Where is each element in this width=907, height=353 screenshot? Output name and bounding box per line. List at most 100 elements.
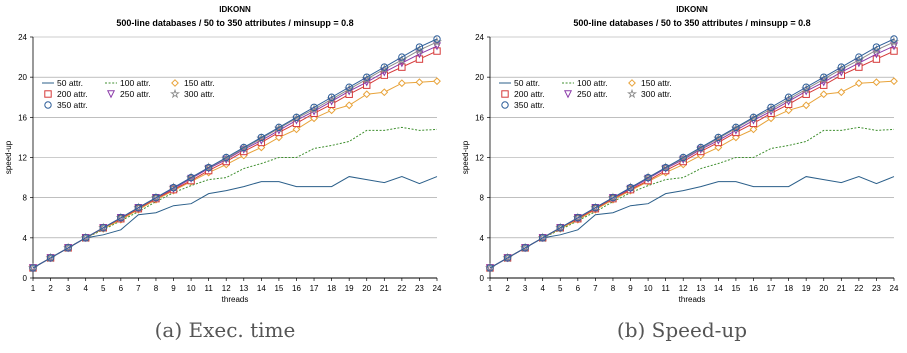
data-point	[628, 79, 636, 87]
chart-title: IDKONN	[219, 5, 251, 14]
data-point	[415, 55, 424, 63]
data-point	[171, 79, 179, 87]
x-tick-label: 7	[136, 284, 141, 293]
series-350-attr	[486, 35, 898, 272]
data-point	[240, 143, 248, 152]
y-tick-label: 20	[475, 73, 484, 82]
legend-item: 250 attr.	[106, 89, 151, 99]
data-point	[661, 163, 670, 172]
y-tick-label: 0	[23, 274, 28, 283]
legend-item: 300 attr.	[626, 88, 672, 99]
data-point	[872, 43, 881, 51]
x-tick-label: 21	[837, 284, 846, 293]
data-point	[169, 88, 181, 99]
x-tick-label: 18	[327, 284, 336, 293]
data-point	[432, 42, 442, 51]
data-point	[99, 224, 107, 232]
data-point	[327, 93, 336, 101]
data-point	[187, 173, 195, 182]
y-tick-label: 12	[475, 154, 484, 163]
data-point	[152, 193, 160, 202]
y-tick-label: 8	[480, 194, 485, 203]
y-tick-label: 4	[480, 234, 485, 243]
data-point	[784, 93, 793, 101]
data-point	[362, 90, 371, 99]
legend: 50 attr. 100 attr. 150 attr. 200 attr. 250 a…	[499, 78, 672, 110]
legend-label: 250 attr.	[120, 89, 151, 99]
legend-item: 100 attr.	[562, 78, 608, 88]
data-point	[697, 143, 705, 152]
x-tick-label: 2	[48, 284, 53, 293]
x-axis-label: threads	[222, 295, 249, 304]
data-point	[872, 78, 881, 87]
data-point	[380, 88, 389, 97]
x-tick-label: 9	[171, 284, 176, 293]
legend-item: 250 attr.	[563, 89, 608, 99]
data-point	[872, 50, 881, 59]
x-tick-label: 4	[83, 284, 88, 293]
y-tick-label: 20	[18, 73, 27, 82]
x-tick-label: 14	[714, 284, 723, 293]
data-point	[291, 113, 302, 123]
data-point	[81, 234, 90, 242]
data-point	[64, 244, 72, 252]
data-point	[802, 101, 811, 110]
chart-panel-b: IDKONN 500-line databases / 50 to 350 att…	[457, 0, 907, 353]
data-point	[380, 63, 389, 71]
data-point	[695, 143, 706, 153]
x-tick-label: 6	[576, 284, 581, 293]
data-point	[433, 77, 441, 86]
legend-label: 150 attr.	[184, 78, 215, 88]
series-line	[489, 176, 895, 269]
data-point	[257, 133, 266, 142]
data-point	[433, 47, 441, 55]
x-tick-label: 1	[31, 284, 36, 293]
data-point	[134, 204, 143, 212]
y-tick-label: 16	[18, 113, 27, 122]
data-point	[29, 264, 37, 272]
data-point	[503, 254, 512, 262]
x-tick-label: 24	[890, 284, 899, 293]
data-point	[501, 90, 509, 98]
data-point	[626, 183, 635, 192]
legend-label: 100 attr.	[577, 78, 608, 88]
x-tick-label: 4	[540, 284, 545, 293]
legend-item: 100 attr.	[105, 78, 151, 88]
x-axis-label: threads	[679, 295, 706, 304]
data-point	[273, 123, 284, 133]
x-tick-label: 2	[505, 284, 510, 293]
data-point	[44, 101, 52, 109]
x-tick-label: 12	[679, 284, 688, 293]
legend-label: 50 attr.	[57, 78, 83, 88]
data-point	[433, 35, 441, 43]
x-tick-label: 17	[767, 284, 776, 293]
x-tick-label: 15	[731, 284, 740, 293]
x-tick-label: 19	[802, 284, 811, 293]
data-point	[46, 254, 55, 262]
series-line	[489, 80, 895, 269]
data-point	[310, 103, 318, 111]
x-tick-label: 1	[488, 284, 493, 293]
caption: (b) Speed-up	[616, 318, 748, 342]
legend-item: 200 attr.	[501, 89, 545, 99]
data-point	[609, 193, 617, 202]
chart-svg: IDKONN 500-line databases / 50 to 350 att…	[4, 5, 443, 304]
y-tick-label: 12	[18, 154, 27, 163]
x-tick-label: 21	[380, 284, 389, 293]
x-tick-label: 16	[749, 284, 758, 293]
y-tick-label: 16	[475, 113, 484, 122]
data-point	[819, 90, 828, 99]
data-point	[889, 42, 899, 51]
data-point	[397, 79, 406, 88]
y-tick-label: 8	[23, 194, 28, 203]
x-tick-label: 12	[222, 284, 231, 293]
data-point	[767, 103, 775, 111]
caption: (a) Exec. time	[154, 318, 296, 342]
data-point	[486, 264, 494, 272]
x-tick-label: 20	[819, 284, 828, 293]
x-tick-label: 11	[204, 284, 213, 293]
data-point	[275, 123, 283, 132]
data-point	[415, 43, 424, 51]
chart-panel-a: IDKONN 500-line databases / 50 to 350 att…	[0, 0, 450, 353]
x-tick-label: 8	[154, 284, 159, 293]
